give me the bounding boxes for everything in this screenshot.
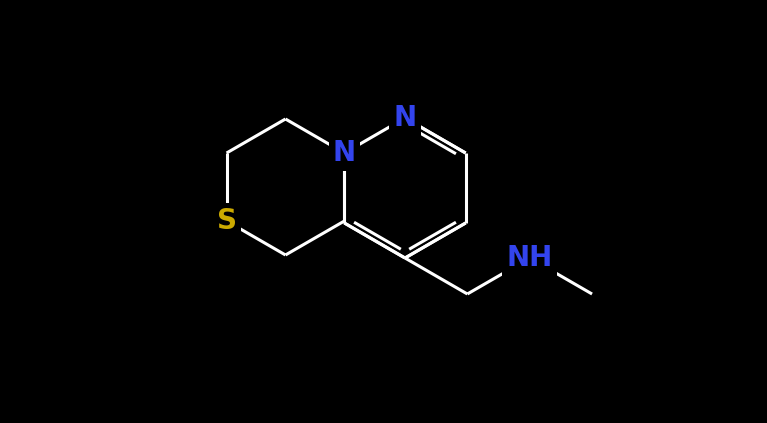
Text: N: N [333, 139, 356, 167]
Text: NH: NH [506, 244, 553, 272]
Text: S: S [216, 207, 236, 235]
Text: N: N [393, 104, 416, 132]
